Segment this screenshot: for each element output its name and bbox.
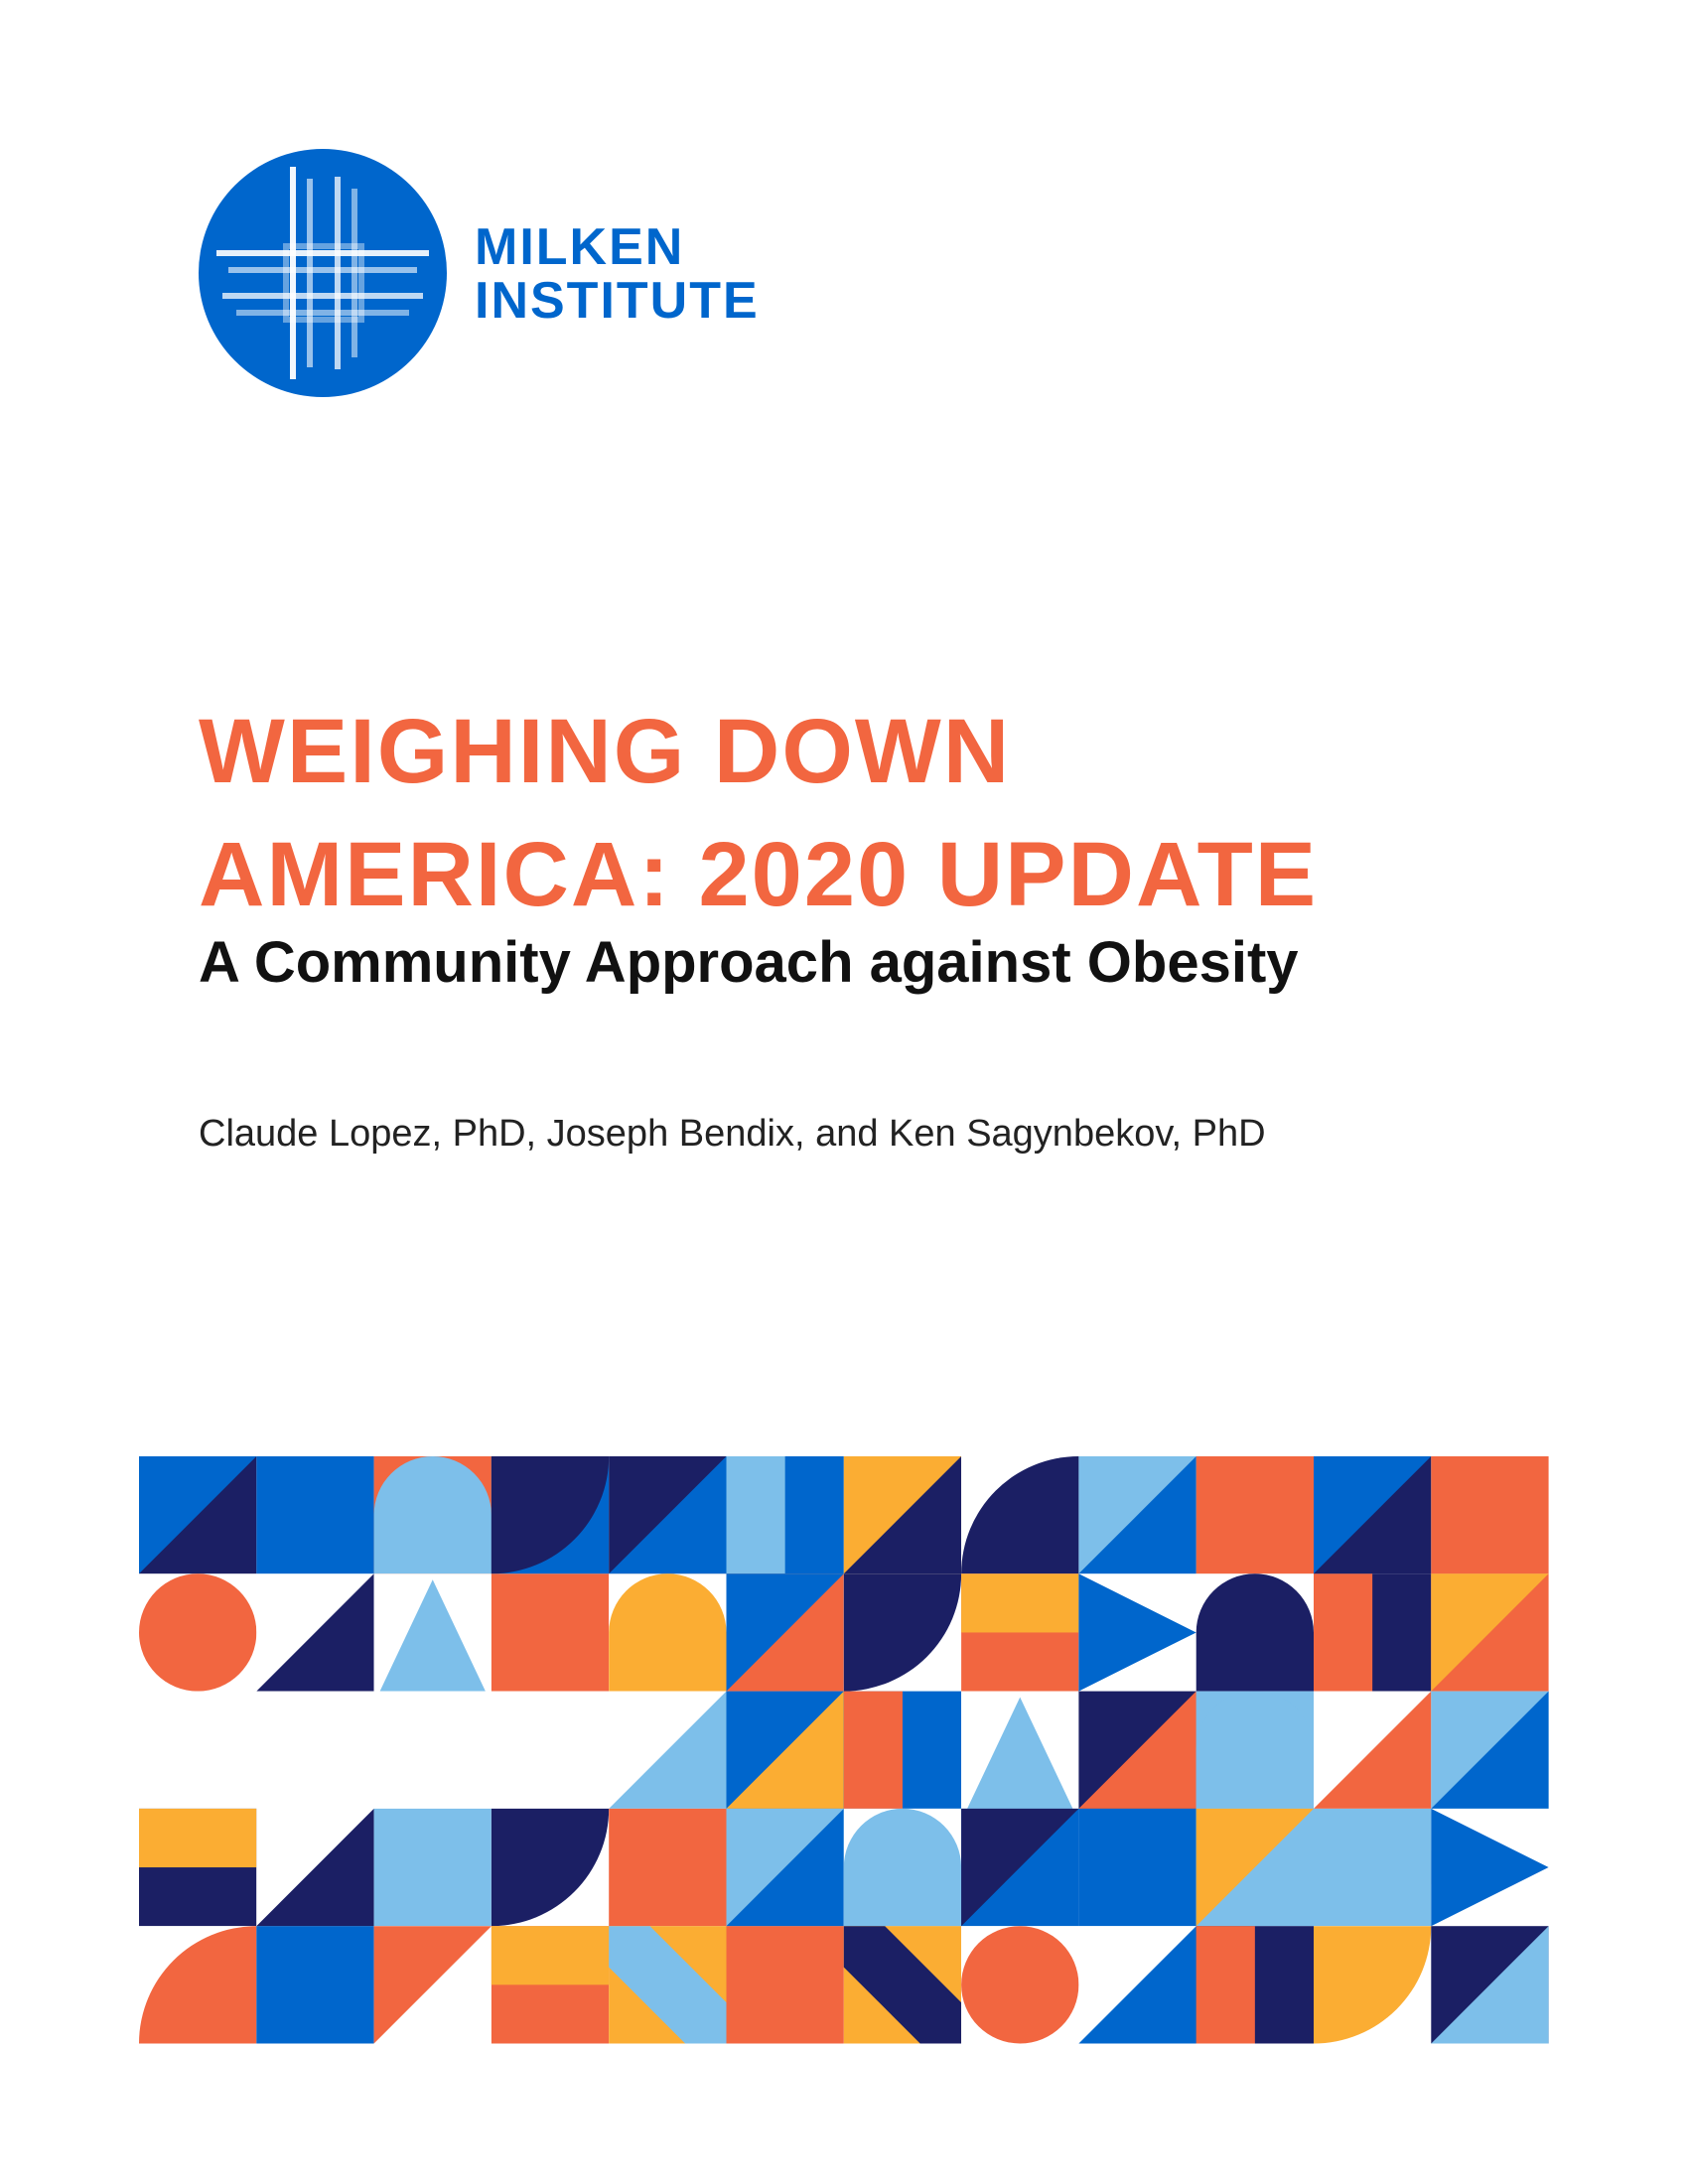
logo-line-1: MILKEN bbox=[475, 218, 685, 276]
pattern-tile bbox=[961, 1691, 1079, 1809]
pattern-tile bbox=[961, 1926, 1079, 2044]
milken-institute-logo-icon bbox=[199, 149, 447, 397]
report-title-line-2: AMERICA: 2020 UPDATE bbox=[199, 824, 1319, 925]
pattern-tile bbox=[1314, 1691, 1432, 1809]
pattern-tile bbox=[1196, 1573, 1314, 1692]
pattern-tile bbox=[961, 1456, 1079, 1574]
pattern-tile bbox=[491, 1808, 610, 1927]
pattern-tile bbox=[843, 1456, 962, 1574]
pattern-tile bbox=[1078, 1456, 1196, 1574]
pattern-tile bbox=[373, 1456, 492, 1574]
pattern-tile bbox=[1431, 1926, 1549, 2044]
pattern-tile bbox=[1078, 1926, 1196, 2044]
pattern-tile bbox=[609, 1573, 727, 1692]
pattern-tile bbox=[256, 1456, 374, 1574]
pattern-tile bbox=[1431, 1808, 1549, 1927]
logo-line-2: INSTITUTE bbox=[475, 272, 760, 330]
report-subtitle: A Community Approach against Obesity bbox=[199, 930, 1299, 995]
report-title: WEIGHING DOWN AMERICA: 2020 UPDATE bbox=[199, 690, 1318, 936]
pattern-tile bbox=[726, 1691, 844, 1809]
geometric-pattern-graphic bbox=[139, 1456, 1549, 2044]
pattern-tile bbox=[491, 1573, 610, 1692]
pattern-tile bbox=[961, 1573, 1079, 1692]
pattern-tile bbox=[609, 1808, 727, 1927]
pattern-tile bbox=[609, 1456, 727, 1574]
pattern-tile bbox=[1078, 1573, 1196, 1692]
pattern-tile bbox=[1196, 1808, 1314, 1927]
pattern-tile bbox=[726, 1456, 844, 1574]
pattern-tile bbox=[1431, 1573, 1549, 1692]
pattern-tile bbox=[726, 1808, 844, 1927]
pattern-tile bbox=[1196, 1456, 1314, 1574]
pattern-tile bbox=[373, 1573, 492, 1692]
pattern-tile bbox=[1314, 1456, 1432, 1574]
pattern-tile bbox=[491, 1926, 610, 2044]
pattern-tile bbox=[726, 1926, 844, 2044]
pattern-tile bbox=[843, 1926, 962, 2044]
report-authors: Claude Lopez, PhD, Joseph Bendix, and Ke… bbox=[199, 1113, 1266, 1155]
logo-wordmark: MILKEN INSTITUTE bbox=[475, 220, 760, 328]
pattern-tile bbox=[843, 1808, 962, 1927]
pattern-tile bbox=[256, 1691, 374, 1809]
pattern-tile bbox=[373, 1808, 492, 1927]
pattern-tile bbox=[1078, 1808, 1196, 1927]
pattern-tile bbox=[1431, 1691, 1549, 1809]
pattern-tile bbox=[609, 1691, 727, 1809]
pattern-tile bbox=[843, 1573, 962, 1692]
pattern-tile bbox=[139, 1456, 257, 1574]
pattern-tile bbox=[1314, 1926, 1432, 2044]
pattern-tile bbox=[1078, 1691, 1196, 1809]
pattern-tile bbox=[373, 1926, 492, 2044]
pattern-tile bbox=[139, 1573, 257, 1692]
pattern-tile bbox=[256, 1808, 374, 1927]
pattern-tile bbox=[256, 1926, 374, 2044]
pattern-tile bbox=[1196, 1691, 1314, 1809]
report-title-line-1: WEIGHING DOWN bbox=[199, 701, 1012, 802]
milken-institute-logo: MILKEN INSTITUTE bbox=[199, 149, 774, 397]
pattern-tile bbox=[843, 1691, 962, 1809]
pattern-tile bbox=[726, 1573, 844, 1692]
pattern-tile bbox=[1431, 1456, 1549, 1574]
pattern-tile bbox=[609, 1926, 727, 2044]
pattern-tile bbox=[1314, 1573, 1432, 1692]
pattern-tile bbox=[139, 1691, 257, 1809]
pattern-tile bbox=[1314, 1808, 1432, 1927]
pattern-tile bbox=[139, 1808, 257, 1927]
pattern-tile bbox=[139, 1926, 257, 2044]
pattern-tile bbox=[1196, 1926, 1314, 2044]
pattern-tile bbox=[491, 1691, 610, 1809]
pattern-tile bbox=[373, 1691, 492, 1809]
pattern-tile bbox=[961, 1808, 1079, 1927]
pattern-tile bbox=[256, 1573, 374, 1692]
pattern-tile bbox=[491, 1456, 610, 1574]
